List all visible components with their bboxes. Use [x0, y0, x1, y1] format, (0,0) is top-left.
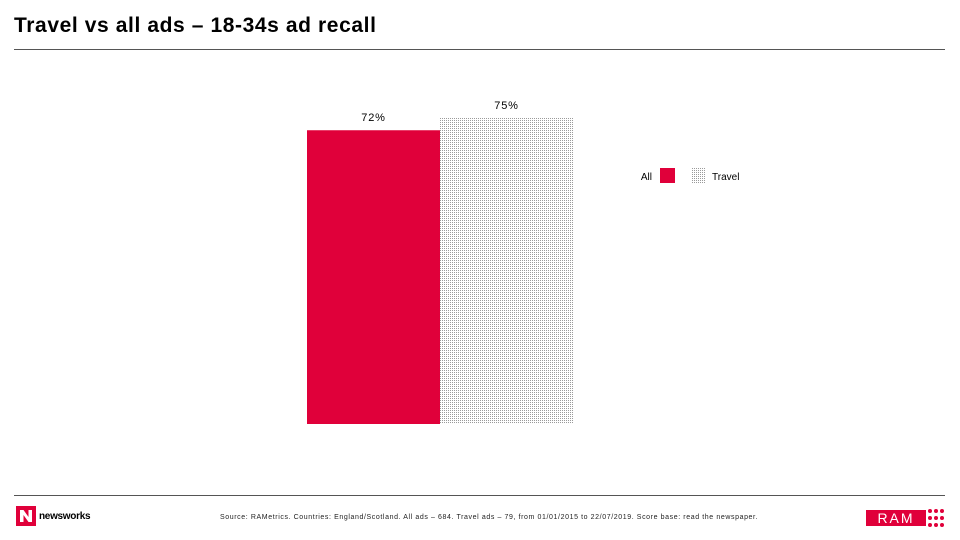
page-title: Travel vs all ads – 18-34s ad recall — [14, 14, 377, 37]
legend-swatch-all — [660, 168, 675, 183]
legend-label-travel: Travel — [712, 172, 739, 183]
legend-swatch-travel — [691, 168, 706, 183]
newsworks-n-icon — [16, 506, 36, 526]
ram-logo: RAM — [866, 509, 944, 527]
bar-all — [307, 130, 440, 425]
data-label-all: 72% — [361, 112, 385, 124]
ram-wordmark: RAM — [877, 510, 914, 526]
newsworks-logo: newsworks — [16, 506, 91, 526]
newsworks-wordmark: newsworks — [39, 510, 91, 522]
source-note: Source: RAMetrics. Countries: England/Sc… — [220, 514, 759, 521]
title-divider — [14, 49, 945, 50]
bar-travel — [440, 118, 573, 424]
chart-legend: All Travel — [641, 168, 739, 183]
footer-divider — [14, 495, 945, 496]
legend-label-all: All — [641, 172, 652, 183]
data-label-travel: 75% — [494, 100, 518, 112]
ram-dots-icon — [928, 509, 944, 527]
